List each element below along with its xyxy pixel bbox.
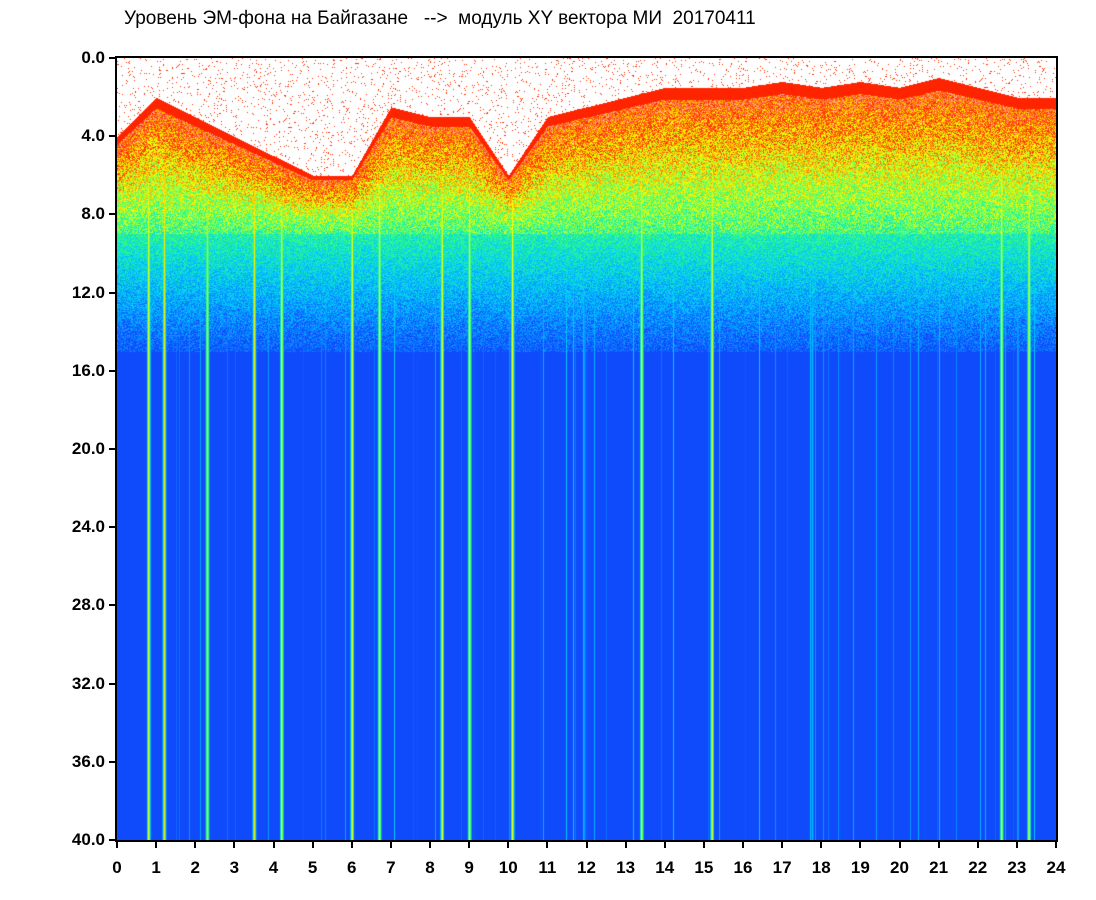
- x-tick-label: 16: [733, 858, 753, 877]
- x-tick-mark: [194, 842, 197, 848]
- chart-title: Уровень ЭМ-фона на Байгазане --> модуль …: [124, 8, 756, 29]
- y-tick-mark: [109, 839, 115, 841]
- x-tick-label: 0: [112, 858, 122, 877]
- x-tick-label: 24: [1046, 858, 1066, 877]
- y-tick-label: 12.0: [71, 282, 105, 302]
- y-tick-mark: [109, 213, 115, 216]
- x-tick-mark: [1055, 842, 1057, 848]
- x-tick-mark: [311, 842, 314, 848]
- x-tick-label: 22: [968, 858, 988, 877]
- x-tick-mark: [350, 842, 353, 848]
- x-tick-mark: [820, 842, 823, 848]
- y-tick-mark: [109, 135, 115, 138]
- y-tick-mark: [109, 682, 115, 685]
- x-tick-label: 5: [307, 858, 318, 877]
- x-tick-mark: [859, 842, 862, 848]
- x-tick-label: 23: [1007, 858, 1027, 877]
- x-tick-label: 7: [386, 858, 396, 877]
- x-tick-mark: [585, 842, 588, 848]
- spectrogram-plot: [115, 56, 1058, 842]
- x-tick-mark: [155, 842, 158, 848]
- x-tick-label: 4: [268, 858, 279, 877]
- x-tick-mark: [233, 842, 236, 848]
- y-tick-mark: [109, 291, 115, 294]
- x-tick-label: 20: [890, 858, 909, 877]
- y-tick-label: 36.0: [71, 751, 105, 771]
- y-tick-mark: [109, 760, 115, 763]
- y-tick-label: 4.0: [81, 126, 105, 146]
- x-tick-label: 18: [811, 858, 831, 877]
- x-tick-mark: [702, 842, 705, 848]
- x-tick-mark: [389, 842, 392, 848]
- x-tick-mark: [546, 842, 549, 848]
- x-tick-mark: [429, 842, 431, 848]
- x-tick-label: 13: [616, 858, 636, 877]
- x-tick-mark: [742, 842, 744, 848]
- x-tick-mark: [781, 842, 784, 848]
- x-tick-mark: [468, 842, 471, 848]
- y-tick-mark: [109, 604, 115, 607]
- x-tick-mark: [272, 842, 275, 848]
- x-tick-mark: [507, 842, 510, 848]
- x-tick-label: 21: [929, 858, 949, 877]
- x-tick-label: 6: [347, 858, 357, 877]
- x-tick-mark: [663, 842, 666, 848]
- y-tick-label: 20.0: [71, 439, 105, 458]
- y-tick-mark: [109, 369, 115, 372]
- x-tick-label: 3: [229, 858, 240, 877]
- x-tick-label: 14: [655, 858, 675, 877]
- x-tick-mark: [1015, 842, 1018, 848]
- x-tick-label: 12: [577, 858, 596, 877]
- y-tick-label: 16.0: [71, 360, 105, 380]
- y-tick-mark: [109, 448, 115, 450]
- x-tick-label: 11: [538, 858, 557, 877]
- x-tick-label: 17: [772, 858, 792, 877]
- y-tick-mark: [109, 526, 115, 529]
- x-tick-mark: [116, 842, 118, 848]
- x-tick-mark: [898, 842, 901, 848]
- y-tick-mark: [109, 57, 115, 59]
- x-tick-label: 15: [694, 858, 714, 877]
- y-tick-label: 24.0: [71, 517, 105, 537]
- y-tick-label: 0.0: [81, 48, 105, 67]
- x-tick-label: 19: [850, 858, 870, 877]
- y-tick-label: 40.0: [71, 830, 105, 849]
- y-tick-label: 8.0: [81, 204, 105, 224]
- x-tick-label: 1: [151, 858, 161, 877]
- heatmap-canvas: [117, 58, 1056, 840]
- x-tick-label: 8: [425, 858, 435, 877]
- x-tick-label: 2: [190, 858, 200, 877]
- x-tick-mark: [624, 842, 627, 848]
- x-tick-mark: [976, 842, 979, 848]
- y-tick-label: 28.0: [71, 595, 105, 615]
- x-tick-label: 10: [498, 858, 518, 877]
- x-tick-mark: [937, 842, 940, 848]
- y-tick-label: 32.0: [71, 673, 105, 693]
- x-tick-label: 9: [464, 858, 474, 877]
